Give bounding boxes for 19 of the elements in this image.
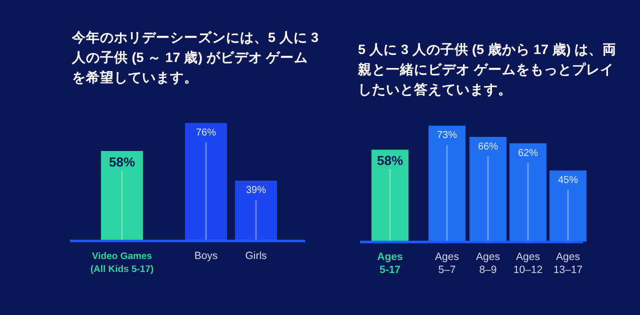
- chart-title: 5 人に 3 人の子供 (5 歳から 17 歳) は、両親と一緒にビデオ ゲームをもっとプレイしたいと答えています。: [357, 42, 617, 97]
- x-tick-label: Ages 10–12: [513, 251, 543, 276]
- data-label: 58%: [108, 154, 136, 170]
- x-tick-label: Girls: [245, 250, 267, 262]
- bar: [428, 124, 466, 242]
- x-tick-label: Video Games (All Kids 5-17): [90, 251, 154, 275]
- x-tick-label: Ages 5-17: [377, 251, 403, 276]
- data-label: 39%: [246, 185, 266, 196]
- x-tick-label: Ages 8–9: [476, 251, 500, 276]
- data-label: 73%: [436, 130, 458, 142]
- x-tick-label: Ages 5–7: [435, 251, 459, 276]
- data-label: 45%: [558, 174, 578, 186]
- data-label: 62%: [518, 148, 538, 159]
- data-label: 76%: [196, 127, 216, 138]
- data-label: 58%: [376, 153, 404, 168]
- data-label: 66%: [478, 141, 498, 152]
- x-tick-label: Boys: [194, 250, 218, 262]
- chart-title: 今年のホリデーシーズンには、5 人に 3 人の子供 (5 ～ 17 歳) がビデオ ゲームを希望しています。: [71, 30, 320, 85]
- x-tick-label: Ages 13–17: [553, 251, 583, 276]
